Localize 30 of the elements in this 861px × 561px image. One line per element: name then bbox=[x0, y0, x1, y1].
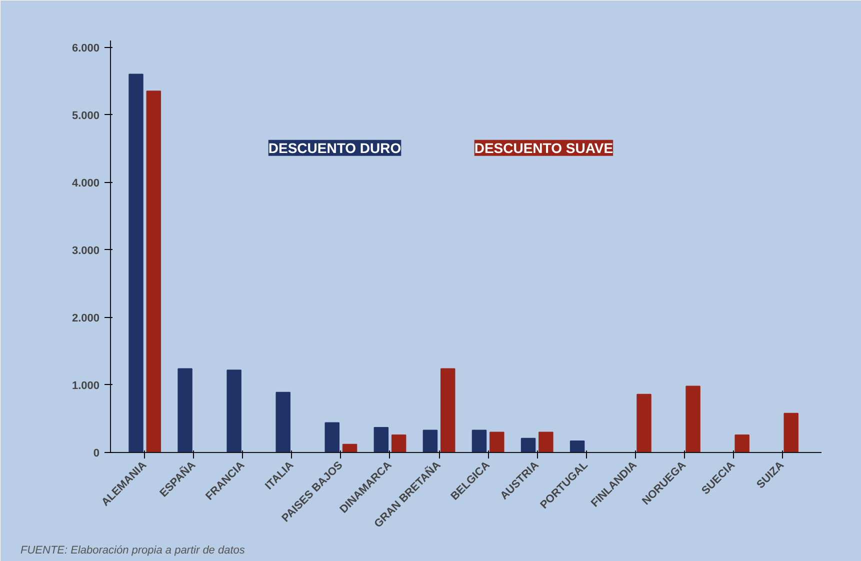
bar bbox=[490, 432, 504, 452]
bar bbox=[324, 422, 340, 452]
bar bbox=[734, 434, 750, 452]
bar bbox=[178, 368, 192, 452]
bar bbox=[391, 434, 406, 452]
y-tick-label: 4.000 bbox=[72, 177, 100, 190]
y-tick-label: 2.000 bbox=[72, 312, 100, 324]
bar bbox=[538, 432, 554, 452]
y-tick-label: 5.000 bbox=[72, 110, 100, 122]
text: DESCUENTO DURO bbox=[268, 140, 402, 156]
text: DESCUENTO SUAVE bbox=[474, 140, 614, 156]
bar bbox=[374, 427, 389, 452]
bar bbox=[472, 430, 487, 452]
bar bbox=[440, 368, 456, 452]
bar bbox=[146, 90, 162, 452]
y-tick-label: 1.000 bbox=[72, 380, 100, 392]
bar bbox=[784, 412, 798, 452]
bar bbox=[422, 430, 438, 452]
bar bbox=[636, 394, 652, 452]
bar bbox=[226, 370, 242, 452]
source-note: FUENTE: Elaboración propia a partir de datos bbox=[20, 544, 246, 556]
bar bbox=[570, 440, 585, 452]
bar bbox=[128, 74, 144, 452]
bar bbox=[520, 438, 536, 452]
y-tick-label: 6.000 bbox=[72, 42, 100, 54]
bar bbox=[686, 386, 700, 452]
y-tick-label: 3.000 bbox=[72, 244, 100, 257]
bar bbox=[276, 392, 290, 452]
bar bbox=[342, 444, 358, 452]
y-tick-label: 0 bbox=[93, 448, 100, 460]
